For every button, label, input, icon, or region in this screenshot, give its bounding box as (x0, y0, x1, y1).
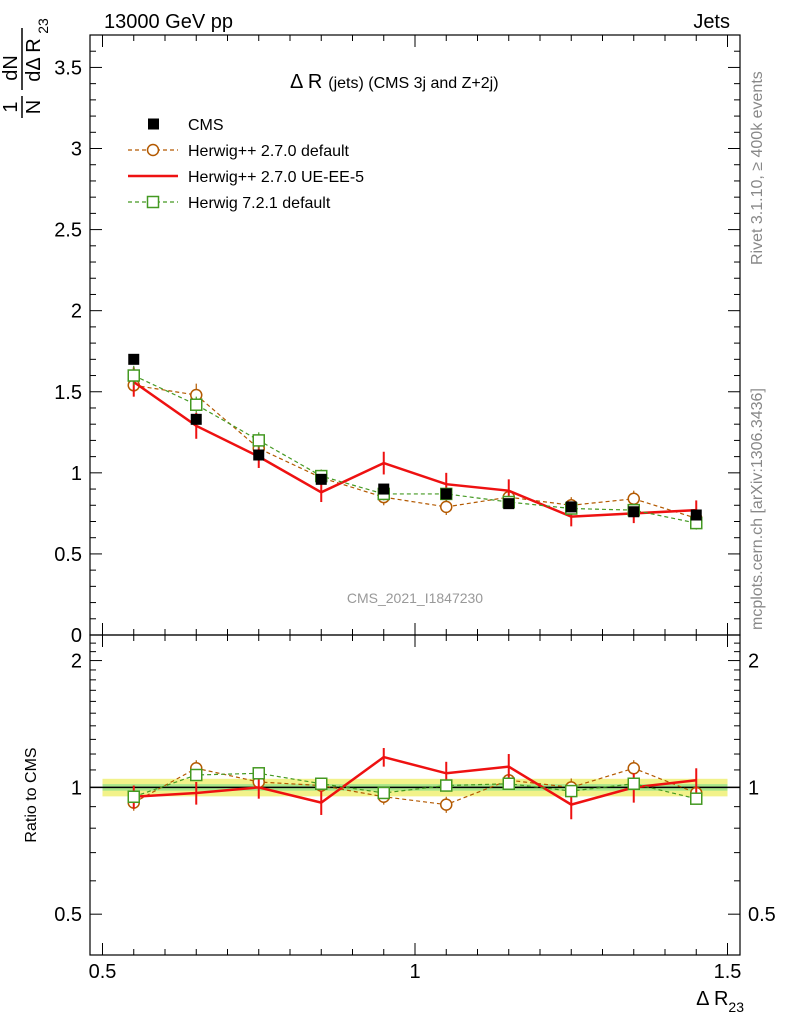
ratio-y-tick-label: 2 (71, 651, 82, 673)
mcplots-label: mcplots.cern.ch [arXiv:1306.3436] (749, 388, 766, 630)
x-axis-label: Δ R23 (696, 988, 744, 1015)
header-right: Jets (693, 11, 730, 33)
plot-title: Δ R (jets) (CMS 3j and Z+2j) (290, 71, 499, 93)
data-point (440, 488, 452, 500)
series-1-line (133, 384, 697, 519)
series-3-ratio-marker (502, 777, 515, 791)
y-label-dn-den: dΔ R (23, 38, 45, 81)
series-3-ratio-marker (377, 786, 390, 800)
series-3-ratio (127, 767, 703, 805)
x-tick-label: 1 (409, 961, 420, 983)
data-point (190, 413, 202, 425)
ratio-plot: 0.5 1 1.5 0.5 0.5 1 1 2 2 (54, 35, 776, 983)
series-3-ratio-marker (565, 784, 578, 798)
plot-title-main: Δ R (290, 71, 322, 93)
header-left: 13000 GeV pp (104, 11, 233, 33)
series-3-marker (190, 398, 203, 411)
y-tick-label: 1 (71, 463, 82, 485)
x-label-main: Δ R (696, 988, 728, 1010)
legend-item: Herwig++ 2.7.0 default (128, 143, 350, 160)
ratio-y-tick-label: 1 (71, 777, 82, 799)
ratio-y-tick-label: 0.5 (54, 904, 82, 926)
series-3-ratio-marker (440, 779, 453, 792)
series-1-marker (440, 500, 453, 514)
series-3-marker (252, 434, 265, 447)
y-tick-label: 1.5 (54, 382, 82, 404)
legend-label: Herwig 7.2.1 default (188, 195, 331, 212)
x-tick-label: 1.5 (714, 961, 742, 983)
ratio-y-tick-label-right: 0.5 (748, 904, 776, 926)
series-3-marker (127, 369, 140, 382)
x-tick-label: 0.5 (89, 961, 117, 983)
series-3-ratio-marker (190, 768, 203, 782)
y-tick-label: 0.5 (54, 544, 82, 566)
legend-label: Herwig++ 2.7.0 UE-EE-5 (188, 169, 364, 186)
rivet-label: Rivet 3.1.10, ≥ 400k events (749, 71, 766, 265)
data-point (565, 501, 577, 513)
y-label-dn-num: dN (0, 55, 22, 81)
y-label-frac-den: N (23, 100, 45, 114)
legend-marker (146, 143, 160, 157)
data-points (128, 353, 702, 521)
y-tick-label: 2.5 (54, 220, 82, 242)
series-3-ratio-marker (315, 777, 328, 791)
series-1-ratio-marker (627, 762, 640, 775)
ratio-y-axis: 0.5 0.5 1 1 2 2 (54, 642, 776, 956)
y-tick-label: 3 (71, 139, 82, 161)
series-1-ratio-marker (440, 798, 453, 811)
legend-item: Herwig 7.2.1 default (128, 195, 331, 212)
ratio-y-label: Ratio to CMS (23, 747, 40, 842)
y-label-sub: 23 (35, 18, 51, 34)
series-1-main (127, 373, 703, 525)
y-tick-label: 3.5 (54, 57, 82, 79)
data-point (315, 473, 327, 485)
y-label-frac-num: 1 (0, 101, 22, 112)
legend-marker (146, 195, 160, 209)
series-3-ratio-marker (690, 792, 703, 805)
data-point (128, 353, 140, 365)
legend-marker (148, 118, 159, 130)
legend-item: Herwig++ 2.7.0 UE-EE-5 (128, 169, 364, 186)
series-3-ratio-marker (252, 767, 265, 780)
legend-item: CMS (148, 117, 224, 134)
legend-label: CMS (188, 117, 224, 134)
x-label-sub: 23 (728, 999, 744, 1015)
series-3-ratio-marker (127, 790, 140, 804)
plot-title-paren: (jets) (CMS 3j and Z+2j) (328, 75, 498, 92)
series-3-ratio-marker (627, 777, 640, 791)
data-point (503, 498, 515, 510)
watermark: CMS_2021_I1847230 (347, 590, 483, 606)
data-point (253, 449, 265, 461)
series-3-main (127, 365, 703, 530)
data-point (628, 506, 640, 518)
legend: CMS Herwig++ 2.7.0 default Herwig++ 2.7.0 … (128, 117, 364, 212)
data-point (378, 483, 390, 495)
x-axis-ticks (102, 35, 728, 955)
y-axis-label: 1 N dN dΔ R 23 (0, 18, 51, 118)
y-tick-label: 0 (71, 625, 82, 647)
series-3-line (133, 374, 697, 524)
y-tick-label: 2 (71, 301, 82, 323)
ratio-y-tick-label-right: 1 (748, 777, 759, 799)
series-2-ratio-line (133, 755, 697, 806)
series-1-marker (627, 492, 640, 506)
series-2-line (133, 381, 697, 518)
main-y-axis: 0 0.5 1 1.5 2 2.5 3 3.5 (54, 34, 740, 647)
data-point (690, 509, 702, 521)
legend-label: Herwig++ 2.7.0 default (188, 143, 350, 160)
ratio-y-tick-label-right: 2 (748, 651, 759, 673)
